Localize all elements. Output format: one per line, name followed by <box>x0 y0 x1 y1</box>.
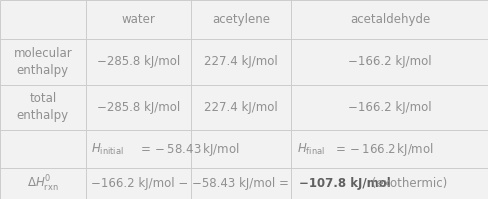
Text: −107.8 kJ/mol: −107.8 kJ/mol <box>299 177 390 190</box>
Text: −285.8 kJ/mol: −285.8 kJ/mol <box>96 101 180 114</box>
Text: $\Delta H^0_{\mathrm{rxn}}$: $\Delta H^0_{\mathrm{rxn}}$ <box>27 174 59 194</box>
Text: $\mathit{H}_{\mathrm{initial}}$: $\mathit{H}_{\mathrm{initial}}$ <box>91 142 124 157</box>
Text: −166.2 kJ/mol − −58.43 kJ/mol =: −166.2 kJ/mol − −58.43 kJ/mol = <box>91 177 292 190</box>
Text: −285.8 kJ/mol: −285.8 kJ/mol <box>96 55 180 68</box>
Text: $= -58.43\,\mathrm{kJ/mol}$: $= -58.43\,\mathrm{kJ/mol}$ <box>138 141 239 158</box>
Text: (exothermic): (exothermic) <box>367 177 446 190</box>
Text: acetylene: acetylene <box>211 13 269 26</box>
Text: 227.4 kJ/mol: 227.4 kJ/mol <box>203 101 277 114</box>
Text: $= -166.2\,\mathrm{kJ/mol}$: $= -166.2\,\mathrm{kJ/mol}$ <box>333 141 433 158</box>
Text: total
enthalpy: total enthalpy <box>17 93 69 122</box>
Text: acetaldehyde: acetaldehyde <box>349 13 429 26</box>
Text: water: water <box>121 13 155 26</box>
Text: 227.4 kJ/mol: 227.4 kJ/mol <box>203 55 277 68</box>
Text: −166.2 kJ/mol: −166.2 kJ/mol <box>347 101 431 114</box>
Text: $\mathit{H}_{\mathrm{final}}$: $\mathit{H}_{\mathrm{final}}$ <box>296 142 324 157</box>
Text: −166.2 kJ/mol: −166.2 kJ/mol <box>347 55 431 68</box>
Text: molecular
enthalpy: molecular enthalpy <box>13 47 72 77</box>
